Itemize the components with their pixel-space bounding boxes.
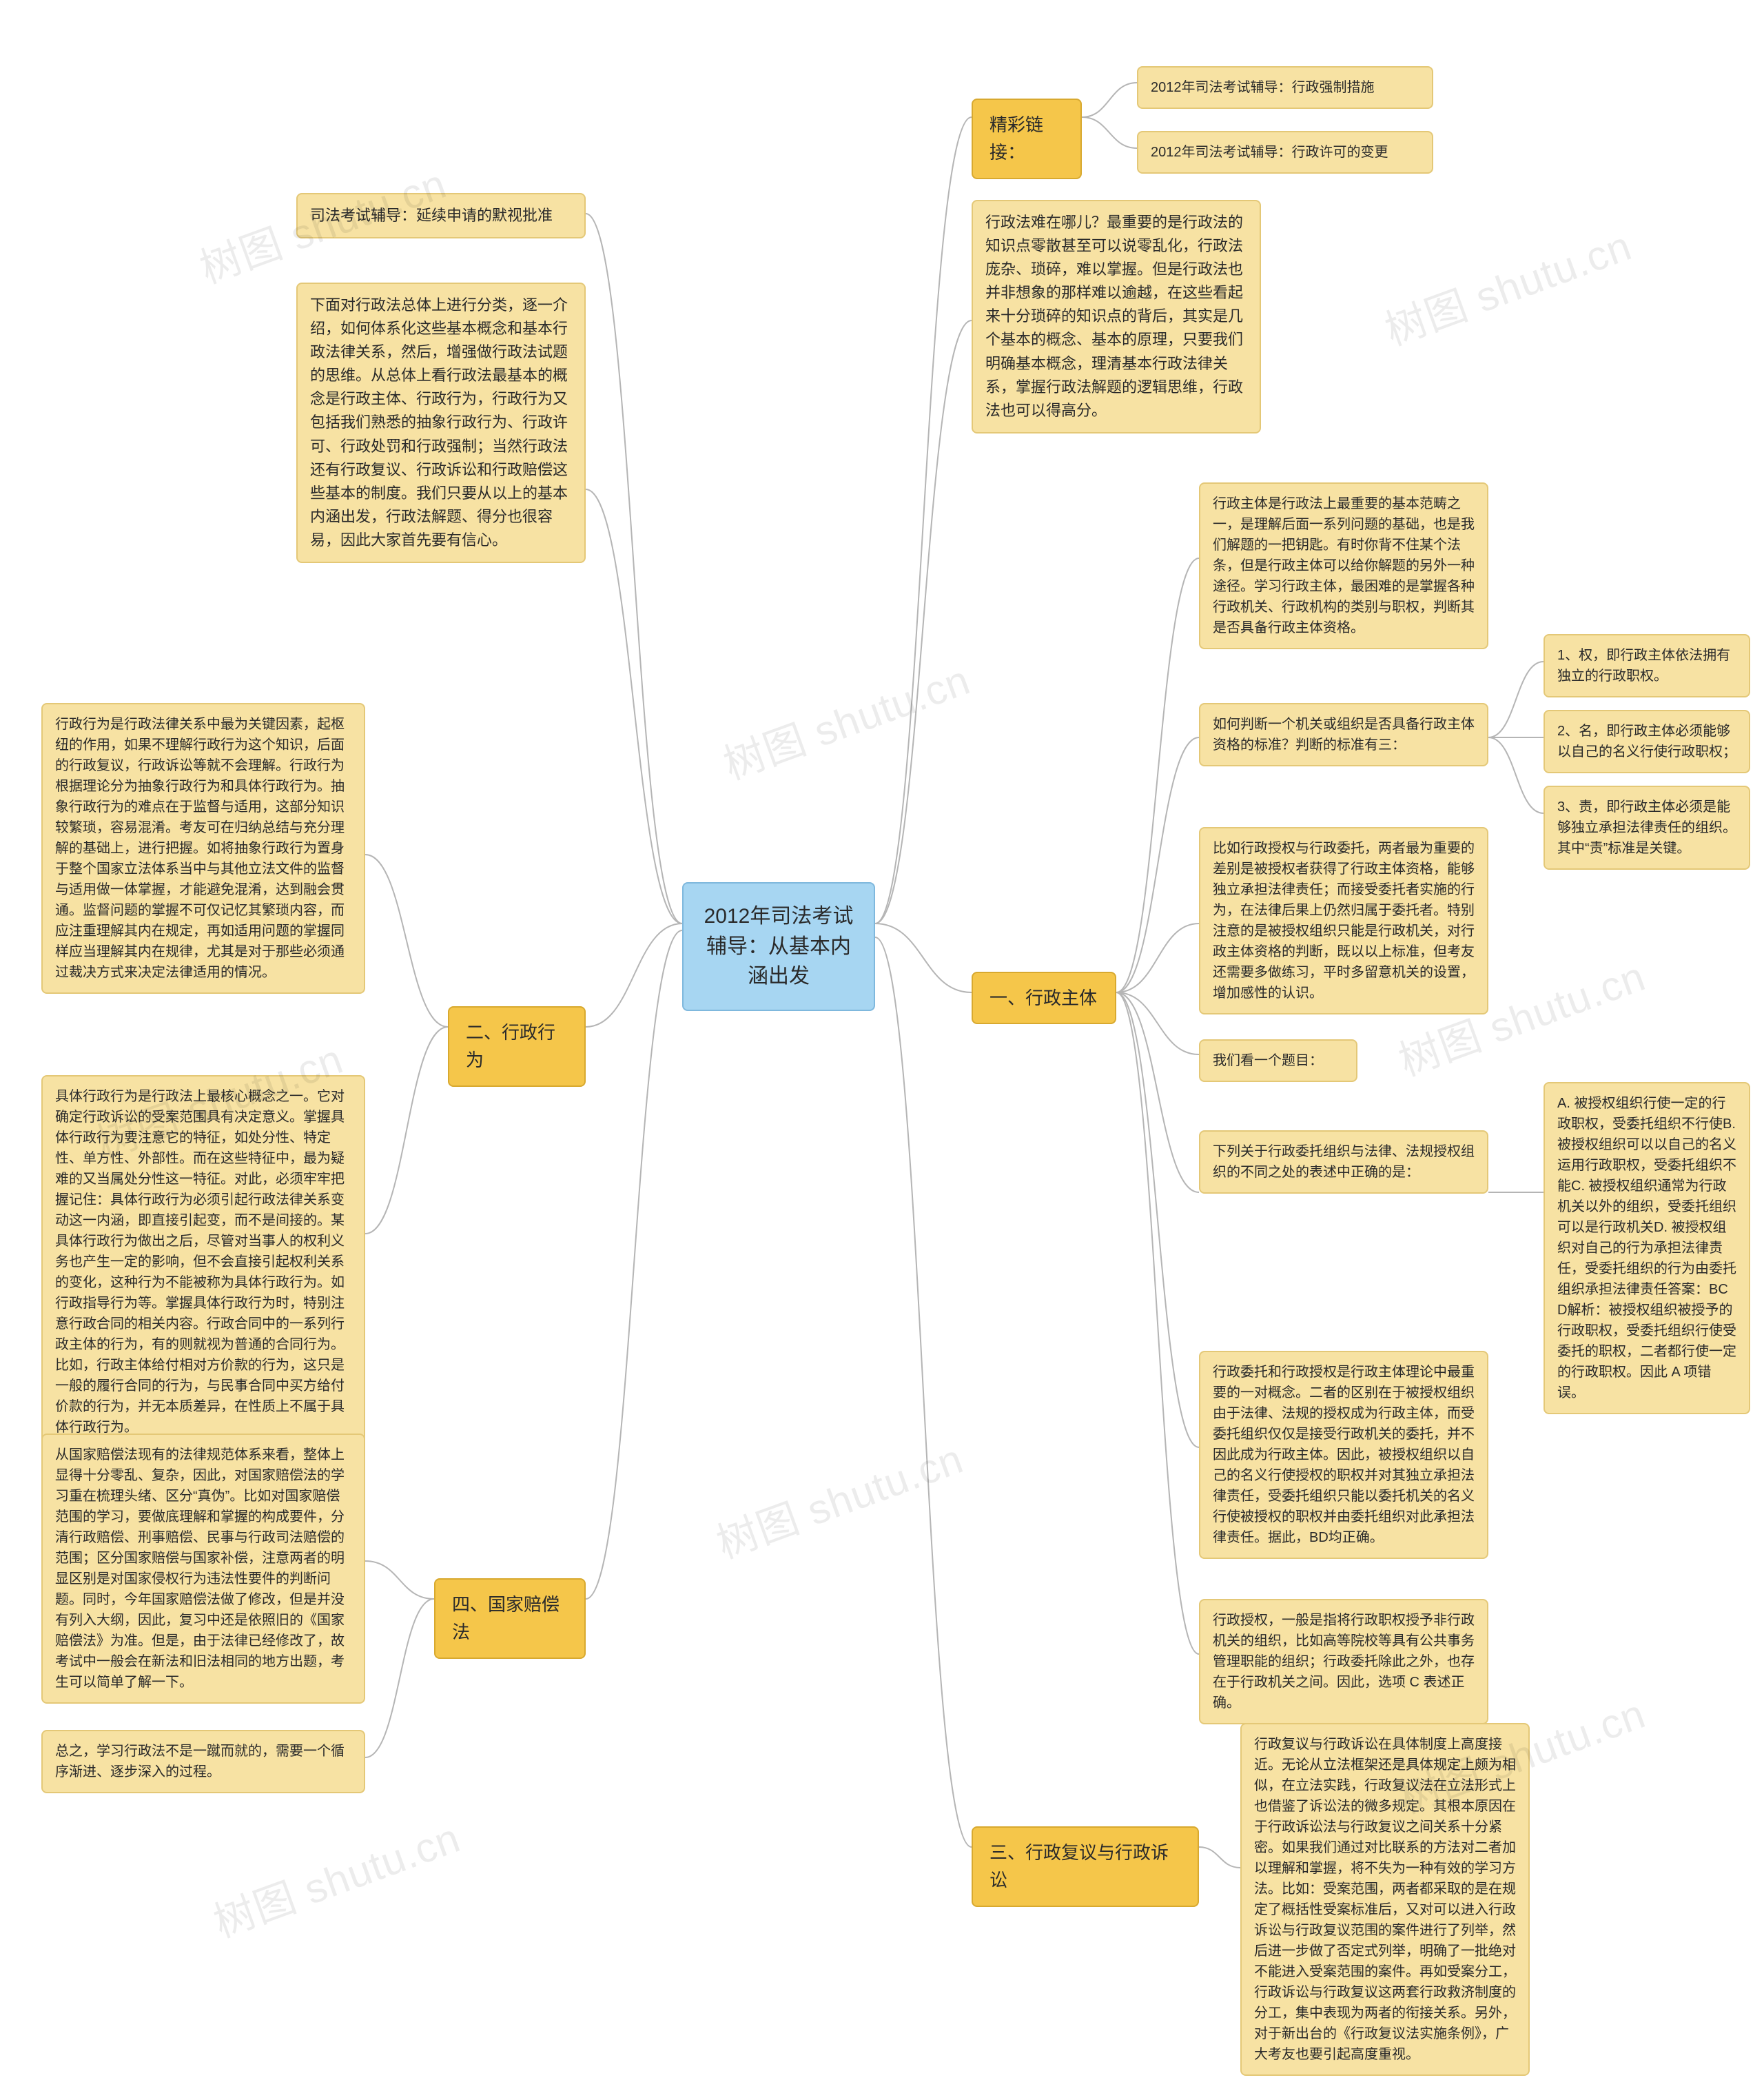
b1-c2-a2: 2、名，即行政主体必须能够以自己的名义行使行政职权； — [1544, 710, 1750, 773]
branch-1[interactable]: 一、行政主体 — [972, 972, 1116, 1024]
left-pre-2: 下面对行政法总体上进行分类，逐一介绍，如何体系化这些基本概念和基本行政法律关系，… — [296, 283, 586, 563]
b1-c6: 行政委托和行政授权是行政主体理论中最重要的一对概念。二者的区别在于被授权组织由于… — [1199, 1351, 1488, 1559]
b1-c7: 行政授权，一般是指将行政职权授予非行政机关的组织，比如高等院校等具有公共事务管理… — [1199, 1599, 1488, 1724]
left-pre-1: 司法考试辅导：延续申请的默视批准 — [296, 193, 586, 238]
watermark: 树图 shutu.cn — [204, 1805, 467, 1950]
watermark: 树图 shutu.cn — [707, 1426, 970, 1571]
b1-c2-q: 如何判断一个机关或组织是否具备行政主体资格的标准？判断的标准有三： — [1199, 703, 1488, 766]
intro-block: 行政法难在哪儿？最重要的是行政法的知识点零散甚至可以说零乱化，行政法庞杂、琐碎，… — [972, 200, 1261, 434]
b1-c2-a1: 1、权，即行政主体依法拥有独立的行政职权。 — [1544, 634, 1750, 697]
branch-4[interactable]: 四、国家赔偿法 — [434, 1578, 586, 1659]
b4-c1: 从国家赔偿法现有的法律规范体系来看，整体上显得十分零乱、复杂，因此，对国家赔偿法… — [41, 1434, 365, 1704]
branch-3[interactable]: 三、行政复议与行政诉讼 — [972, 1826, 1199, 1907]
watermark: 树图 shutu.cn — [1375, 213, 1639, 358]
branch-2[interactable]: 二、行政行为 — [448, 1006, 586, 1087]
b2-c1: 行政行为是行政法律关系中最为关键因素，起枢纽的作用，如果不理解行政行为这个知识，… — [41, 703, 365, 994]
b1-c5-a: A. 被授权组织行使一定的行政职权，受委托组织不行使B. 被授权组织可以以自己的… — [1544, 1082, 1750, 1414]
b1-c4: 我们看一个题目： — [1199, 1039, 1357, 1082]
b1-c3: 比如行政授权与行政委托，两者最为重要的差别是被授权者获得了行政主体资格，能够独立… — [1199, 827, 1488, 1014]
b1-c5-q: 下列关于行政委托组织与法律、法规授权组织的不同之处的表述中正确的是： — [1199, 1130, 1488, 1194]
root-node[interactable]: 2012年司法考试辅导：从基本内涵出发 — [682, 882, 875, 1011]
b1-c2-a3: 3、责，即行政主体必须是能够独立承担法律责任的组织。其中“责”标准是关键。 — [1544, 786, 1750, 870]
b2-c2: 具体行政行为是行政法上最核心概念之一。它对确定行政诉讼的受案范围具有决定意义。掌… — [41, 1075, 365, 1449]
watermark: 树图 shutu.cn — [714, 647, 977, 792]
b3-c1: 行政复议与行政诉讼在具体制度上高度接近。无论从立法框架还是具体规定上颇为相似，在… — [1240, 1723, 1530, 2076]
b4-c2: 总之，学习行政法不是一蹴而就的，需要一个循序渐进、逐步深入的过程。 — [41, 1730, 365, 1793]
branch-links[interactable]: 精彩链接： — [972, 99, 1082, 179]
link-item-1[interactable]: 2012年司法考试辅导：行政强制措施 — [1137, 66, 1433, 109]
b1-c1: 行政主体是行政法上最重要的基本范畴之一，是理解后面一系列问题的基础，也是我们解题… — [1199, 482, 1488, 649]
link-item-2[interactable]: 2012年司法考试辅导：行政许可的变更 — [1137, 131, 1433, 174]
